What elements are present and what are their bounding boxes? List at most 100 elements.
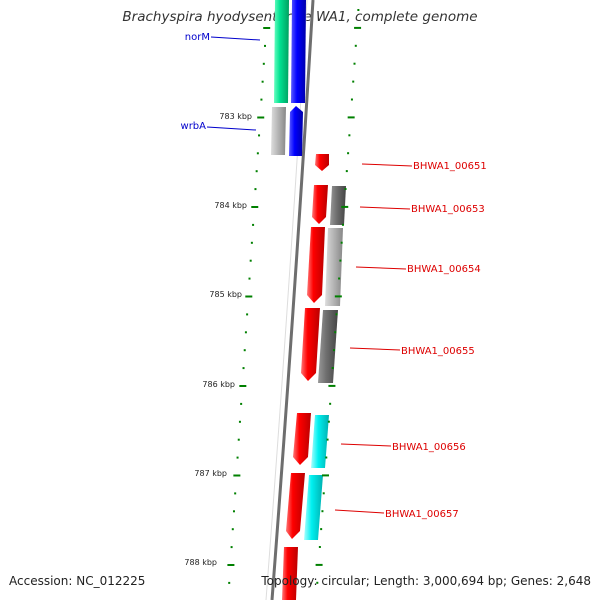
gene-block xyxy=(291,0,306,103)
minor-tick xyxy=(260,98,263,101)
minor-tick xyxy=(345,170,348,173)
label-leader-line xyxy=(334,509,385,514)
minor-tick xyxy=(325,456,328,459)
minor-tick xyxy=(318,546,321,548)
gene-label-bhwa1-00655[interactable]: BHWA1_00655 xyxy=(349,346,475,357)
minor-tick xyxy=(249,259,252,262)
major-tick xyxy=(322,474,330,477)
major-tick xyxy=(315,563,323,566)
major-tick xyxy=(341,205,349,208)
minor-tick xyxy=(340,241,343,244)
feature-track-top xyxy=(271,0,306,156)
feature-track-bottom xyxy=(282,154,346,600)
gene-arrow xyxy=(282,547,298,600)
minor-tick xyxy=(230,546,233,549)
gene-label-text: BHWA1_00651 xyxy=(413,161,487,172)
minor-tick xyxy=(255,170,258,173)
minor-tick xyxy=(256,152,259,155)
minor-tick xyxy=(354,44,357,47)
gene-label-text: BHWA1_00654 xyxy=(407,264,481,275)
gene-arrow xyxy=(301,308,320,381)
scale-labels: 783 kbp 784 kbp 785 kbp 786 kbp 787 kbp … xyxy=(184,112,252,567)
minor-tick xyxy=(357,9,360,11)
accession-text: Accession: NC_012225 xyxy=(9,574,146,588)
gene-arrow xyxy=(289,106,303,156)
label-leader-line xyxy=(206,126,257,131)
major-tick xyxy=(334,295,342,298)
minor-tick xyxy=(344,188,347,190)
minor-tick xyxy=(228,581,231,584)
minor-tick xyxy=(254,188,257,191)
gene-label-text: norM xyxy=(185,32,210,43)
minor-tick xyxy=(327,420,330,423)
major-tick xyxy=(233,474,241,477)
label-leader-line xyxy=(340,443,392,447)
gene-block xyxy=(330,186,346,225)
scale-ticks-right xyxy=(315,9,362,584)
major-tick xyxy=(239,385,247,387)
backbone-line xyxy=(270,0,315,600)
minor-tick xyxy=(237,438,240,441)
gene-label-bhwa1-00653[interactable]: BHWA1_00653 xyxy=(359,204,485,215)
gene-label-bhwa1-00654[interactable]: BHWA1_00654 xyxy=(355,264,481,275)
minor-tick xyxy=(232,510,235,513)
gene-arrow xyxy=(312,185,328,224)
gene-label-text: BHWA1_00656 xyxy=(392,442,466,453)
minor-tick xyxy=(243,349,246,352)
gene-block xyxy=(274,0,289,103)
scale-label: 787 kbp xyxy=(194,469,227,478)
minor-tick xyxy=(264,44,267,47)
gene-label-text: BHWA1_00655 xyxy=(401,346,475,357)
scale-label: 784 kbp xyxy=(214,201,247,210)
major-tick xyxy=(227,564,235,566)
minor-tick xyxy=(234,492,237,495)
gene-label-bhwa1-00651[interactable]: BHWA1_00651 xyxy=(361,161,487,172)
major-tick xyxy=(251,206,259,208)
gene-label-bhwa1-00657[interactable]: BHWA1_00657 xyxy=(334,509,459,520)
gene-arrow xyxy=(307,227,325,303)
minor-tick xyxy=(258,134,261,137)
minor-tick xyxy=(348,134,351,137)
gene-label-text: BHWA1_00653 xyxy=(411,204,485,215)
gene-arrow xyxy=(293,413,311,465)
label-leader-line xyxy=(359,206,411,210)
gene-block xyxy=(318,310,338,383)
minor-tick xyxy=(236,456,239,459)
minor-tick xyxy=(339,259,342,262)
minor-tick xyxy=(347,152,350,155)
minor-tick xyxy=(231,528,234,531)
scale-ticks-left xyxy=(227,27,271,584)
minor-tick xyxy=(334,331,337,334)
minor-tick xyxy=(244,331,247,334)
label-leader-line xyxy=(349,347,401,351)
label-leader-line xyxy=(361,163,413,167)
minor-tick xyxy=(240,402,243,405)
minor-tick xyxy=(329,402,332,405)
scale-label: 785 kbp xyxy=(209,290,242,299)
minor-tick xyxy=(238,420,241,423)
major-tick xyxy=(328,384,336,387)
minor-tick xyxy=(322,492,325,495)
gene-arrow xyxy=(286,473,305,539)
minor-tick xyxy=(332,349,335,352)
gene-label-text: BHWA1_00657 xyxy=(385,509,459,520)
major-tick xyxy=(245,295,253,298)
minor-tick xyxy=(352,80,355,83)
scale-label: 783 kbp xyxy=(219,112,252,121)
gene-label-text: wrbA xyxy=(181,121,207,132)
gene-label-bhwa1-00656[interactable]: BHWA1_00656 xyxy=(340,442,466,453)
minor-tick xyxy=(353,62,356,65)
gene-arrow xyxy=(315,154,329,171)
minor-tick xyxy=(341,223,344,226)
minor-tick xyxy=(261,80,264,83)
minor-tick xyxy=(335,313,338,316)
minor-tick xyxy=(262,62,265,65)
gene-label-wrbA[interactable]: wrbA xyxy=(181,121,257,132)
major-tick xyxy=(347,116,355,119)
gene-block xyxy=(271,107,286,155)
minor-tick xyxy=(338,277,341,280)
gene-block xyxy=(325,228,343,306)
gene-label-norM[interactable]: norM xyxy=(185,32,261,43)
minor-tick xyxy=(320,528,323,531)
